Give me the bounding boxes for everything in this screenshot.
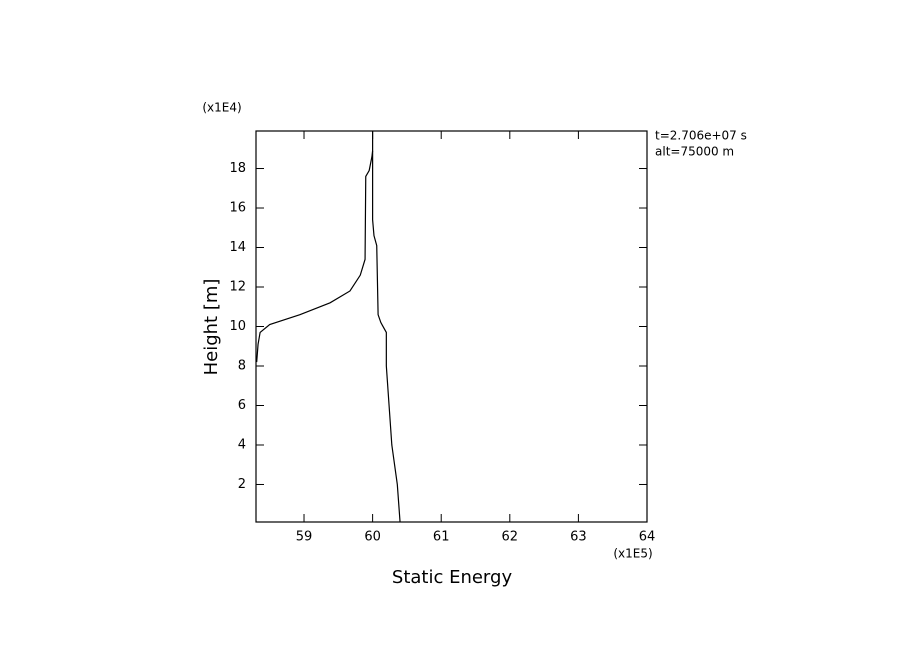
y-tick-label: 8 xyxy=(238,358,246,373)
y-tick-label: 16 xyxy=(229,201,246,216)
x-multiplier: (x1E5) xyxy=(613,547,652,561)
y-axis-label: Height [m] xyxy=(201,279,222,376)
x-tick-label: 60 xyxy=(364,530,381,545)
y-tick-label: 4 xyxy=(238,437,246,452)
x-tick-label: 61 xyxy=(433,530,450,545)
x-tick-label: 63 xyxy=(570,530,587,545)
y-tick-label: 2 xyxy=(238,477,246,492)
x-tick-label: 59 xyxy=(296,530,313,545)
y-tick-label: 18 xyxy=(229,161,246,176)
y-tick-label: 12 xyxy=(229,280,246,295)
y-tick-label: 6 xyxy=(238,398,246,413)
x-tick-label: 62 xyxy=(502,530,519,545)
x-axis-label: Static Energy xyxy=(392,567,513,588)
y-tick-label: 10 xyxy=(229,319,246,334)
annotation: t=2.706e+07 s xyxy=(655,129,747,143)
profile-line xyxy=(256,150,374,363)
y-multiplier: (x1E4) xyxy=(202,101,241,115)
plot-frame xyxy=(255,130,648,523)
x-tick-label: 64 xyxy=(639,530,656,545)
profile-line xyxy=(372,131,401,523)
y-tick-label: 14 xyxy=(229,240,246,255)
annotation: alt=75000 m xyxy=(655,145,734,159)
